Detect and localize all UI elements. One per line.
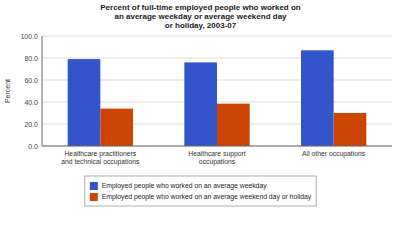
x-axis [42, 146, 392, 147]
grid-line [42, 58, 392, 59]
chart: Percent of full-time employed people who… [0, 0, 401, 238]
legend-frame [85, 176, 316, 206]
legend: Employed people who worked on an average… [85, 176, 316, 206]
x-tick-label: Healthcare supportoccupations [188, 150, 246, 166]
bar [68, 59, 101, 146]
legend-label: Employed people who worked on an average… [102, 193, 312, 201]
bar [334, 113, 367, 146]
y-tick-label: 40.0 [24, 99, 38, 106]
grid-line [42, 36, 392, 37]
bar [100, 109, 133, 146]
y-tick-label: 80.0 [24, 55, 38, 62]
y-tick-label: 20.0 [24, 121, 38, 128]
title: Percent of full-time employed people who… [100, 3, 301, 30]
legend-label: Employed people who worked on an average… [102, 182, 267, 190]
legend-swatch [90, 182, 98, 190]
bar [301, 50, 334, 146]
y-axis [42, 36, 43, 146]
legend-swatch [90, 193, 98, 201]
y-tick-label: 100.0 [20, 33, 38, 40]
y-tick-label: 0.0 [28, 143, 38, 150]
x-tick-label: All other occupations [302, 150, 366, 158]
x-tick-label: Healthcare practitionersand technical oc… [61, 150, 140, 166]
grid [42, 36, 392, 146]
y-axis-label: Percent [4, 79, 11, 103]
bars [68, 50, 367, 146]
bar [217, 104, 250, 146]
y-tick-label: 60.0 [24, 77, 38, 84]
bar [184, 62, 217, 146]
grid-line [42, 146, 392, 147]
